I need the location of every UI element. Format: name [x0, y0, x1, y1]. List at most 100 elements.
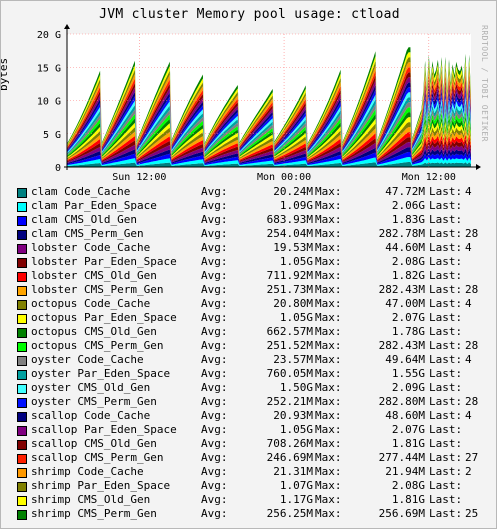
legend-series-name: scallop CMS_Old_Gen: [31, 437, 157, 450]
legend-max-value: 2.08G: [391, 479, 425, 492]
legend-max-label: Max:: [315, 465, 342, 478]
series-area-15: [67, 87, 471, 153]
legend-last-label: Last:: [429, 241, 463, 254]
legend-max-value: 1.55G: [391, 367, 425, 380]
legend-last-label: Last:: [429, 409, 463, 422]
legend-avg-label: Avg:: [201, 325, 228, 338]
legend-avg-label: Avg:: [201, 199, 228, 212]
legend-row: scallop CMS_Old_Gen Avg: 708.26M Max: 1.81G L…: [17, 437, 496, 451]
legend-swatch: [17, 440, 27, 450]
legend-avg-label: Avg:: [201, 451, 228, 464]
legend-row: lobster CMS_Old_Gen Avg: 711.92M Max: 1.82G L…: [17, 269, 496, 283]
series-area-7: [67, 127, 471, 161]
legend-avg-value: 1.05G: [279, 423, 313, 436]
legend-row: clam Code_Cache Avg: 20.24M Max: 47.72M Last:…: [17, 185, 496, 199]
plot-area: 0 5 G 10 G 15 G 20 G Sun 12:00 Mon 00:00 Mon 12…: [37, 24, 481, 183]
legend-avg-label: Avg:: [201, 493, 228, 506]
y-tick-label-3: 15 G: [37, 63, 61, 74]
legend-max-label: Max:: [315, 241, 342, 254]
series-area-14: [67, 92, 471, 154]
legend-swatch: [17, 188, 27, 198]
series-area-20: [67, 62, 471, 148]
legend-avg-label: Avg:: [201, 367, 228, 380]
legend-avg-label: Avg:: [201, 227, 228, 240]
legend-max-label: Max:: [315, 311, 342, 324]
legend-avg-value: 1.17G: [279, 493, 313, 506]
legend-series-name: clam CMS_Perm_Gen: [31, 227, 144, 240]
legend-row: oyster CMS_Old_Gen Avg: 1.50G Max: 2.09G Last…: [17, 381, 496, 395]
legend-row: oyster CMS_Perm_Gen Avg: 252.21M Max: 282.80…: [17, 395, 496, 409]
legend-avg-value: 711.92M: [266, 269, 313, 282]
legend-row: shrimp Par_Eden_Space Avg: 1.07G Max: 2.08G L…: [17, 479, 496, 493]
legend-max-label: Max:: [315, 409, 342, 422]
legend-row: octopus CMS_Old_Gen Avg: 662.57M Max: 1.78G L…: [17, 325, 496, 339]
legend-avg-value: 254.04M: [266, 227, 313, 240]
legend-avg-label: Avg:: [201, 185, 228, 198]
legend-swatch: [17, 356, 27, 366]
legend-row: shrimp CMS_Perm_Gen Avg: 256.25M Max: 256.69…: [17, 507, 496, 521]
legend-last-label: Last:: [429, 451, 463, 464]
series-area-3: [67, 147, 471, 165]
legend-max-value: 48.60M: [385, 409, 425, 422]
legend-series-name: oyster CMS_Perm_Gen: [31, 395, 157, 408]
legend-avg-value: 252.21M: [266, 395, 313, 408]
legend-row: scallop Code_Cache Avg: 20.93M Max: 48.60M La…: [17, 409, 496, 423]
legend-avg-label: Avg:: [201, 255, 228, 268]
legend-last-value: 4: [465, 297, 472, 310]
legend-max-label: Max:: [315, 283, 342, 296]
legend-max-value: 2.07G: [391, 311, 425, 324]
legend-row: lobster Code_Cache Avg: 19.53M Max: 44.60M La…: [17, 241, 496, 255]
legend-avg-value: 1.09G: [279, 199, 313, 212]
legend-row: octopus CMS_Perm_Gen Avg: 251.52M Max: 282.4…: [17, 339, 496, 353]
legend-avg-label: Avg:: [201, 381, 228, 394]
legend-last-label: Last:: [429, 311, 463, 324]
legend-max-label: Max:: [315, 269, 342, 282]
legend-last-label: Last:: [429, 269, 463, 282]
legend-avg-label: Avg:: [201, 241, 228, 254]
legend-swatch: [17, 468, 27, 478]
legend-series-name: octopus CMS_Perm_Gen: [31, 339, 164, 352]
legend-series-name: shrimp Code_Cache: [31, 465, 144, 478]
legend-series-name: octopus CMS_Old_Gen: [31, 325, 157, 338]
legend-avg-value: 662.57M: [266, 325, 313, 338]
legend-row: scallop Par_Eden_Space Avg: 1.05G Max: 2.07G…: [17, 423, 496, 437]
legend-last-value: 4: [465, 241, 472, 254]
legend-avg-value: 251.52M: [266, 339, 313, 352]
legend-swatch: [17, 216, 27, 226]
legend-last-label: Last:: [429, 437, 463, 450]
legend-row: oyster Code_Cache Avg: 23.57M Max: 49.64M Las…: [17, 353, 496, 367]
legend-max-value: 47.00M: [385, 297, 425, 310]
legend-last-label: Last:: [429, 381, 463, 394]
legend-swatch: [17, 244, 27, 254]
legend-avg-label: Avg:: [201, 297, 228, 310]
legend-avg-value: 251.73M: [266, 283, 313, 296]
legend-row: lobster CMS_Perm_Gen Avg: 251.73M Max: 282.4…: [17, 283, 496, 297]
legend-last-label: Last:: [429, 493, 463, 506]
legend-max-value: 21.94M: [385, 465, 425, 478]
legend-swatch: [17, 510, 27, 520]
legend-max-value: 277.44M: [378, 451, 425, 464]
legend-swatch: [17, 328, 27, 338]
legend-row: shrimp Code_Cache Avg: 21.31M Max: 21.94M Las…: [17, 465, 496, 479]
legend-avg-label: Avg:: [201, 409, 228, 422]
legend-avg-value: 256.25M: [266, 507, 313, 520]
legend-last-label: Last:: [429, 297, 463, 310]
series-area-10: [67, 112, 471, 158]
legend-last-value: 28: [465, 339, 479, 352]
series-area-1: [67, 157, 471, 166]
x-tick-label-2: Mon 12:00: [402, 172, 456, 183]
series-area-5: [67, 137, 471, 163]
legend: clam Code_Cache Avg: 20.24M Max: 47.72M Last:…: [17, 185, 496, 521]
legend-avg-value: 19.53M: [273, 241, 313, 254]
legend-last-label: Last:: [429, 255, 463, 268]
legend-swatch: [17, 258, 27, 268]
legend-max-value: 2.09G: [391, 381, 425, 394]
series-area-2: [67, 152, 471, 166]
legend-avg-label: Avg:: [201, 353, 228, 366]
series-area-12: [67, 102, 471, 156]
legend-max-label: Max:: [315, 493, 342, 506]
legend-avg-label: Avg:: [201, 423, 228, 436]
legend-max-value: 282.80M: [378, 395, 425, 408]
rrdtool-watermark: RRDTOOL / TOBI OETIKER: [480, 25, 489, 142]
series-area-4: [67, 142, 471, 164]
